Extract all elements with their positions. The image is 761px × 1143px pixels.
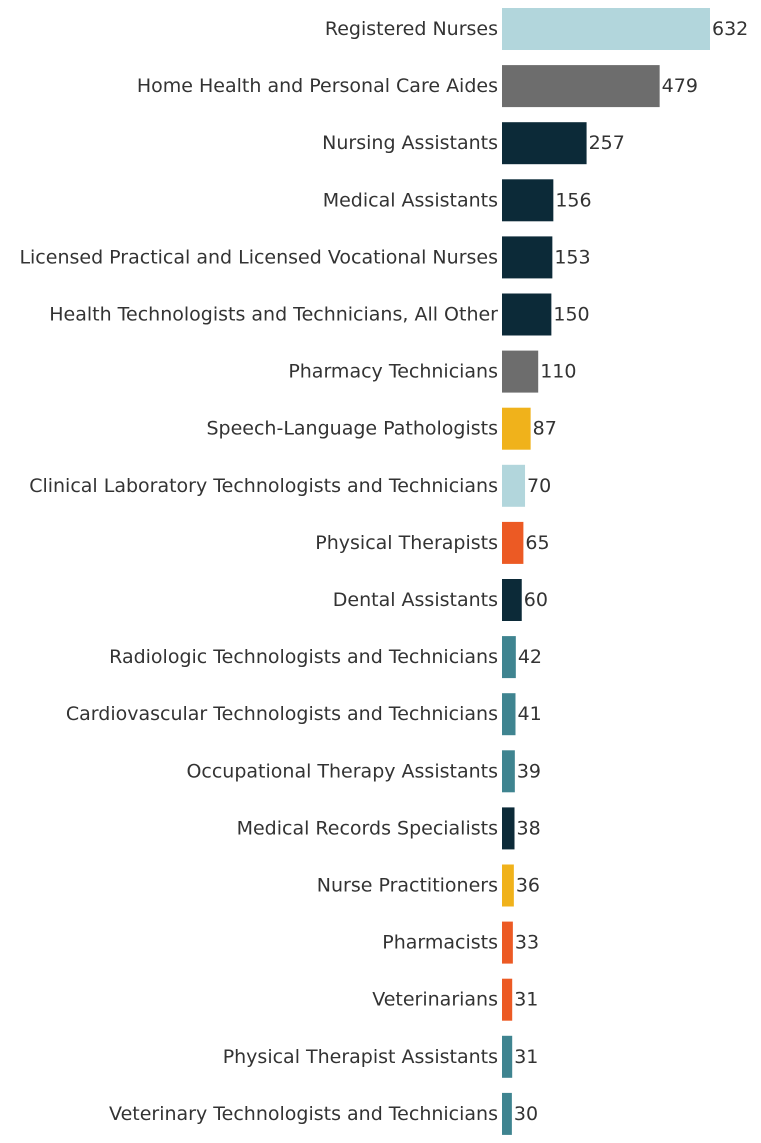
category-label-cardiovascular-technologists-and-technicians: Cardiovascular Technologists and Technic… — [66, 703, 498, 725]
value-label-licensed-practical-and-licensed-vocational-nurses: 153 — [554, 246, 590, 268]
value-label-pharmacy-technicians: 110 — [540, 361, 576, 383]
value-label-veterinary-technologists-and-technicians: 30 — [514, 1103, 538, 1125]
value-label-pharmacists: 33 — [515, 932, 539, 954]
category-label-health-technologists-and-technicians-all-other: Health Technologists and Technicians, Al… — [49, 304, 498, 326]
category-label-radiologic-technologists-and-technicians: Radiologic Technologists and Technicians — [109, 646, 498, 668]
category-label-pharmacists: Pharmacists — [382, 932, 498, 954]
category-label-speech-language-pathologists: Speech-Language Pathologists — [206, 418, 498, 440]
category-label-physical-therapist-assistants: Physical Therapist Assistants — [223, 1046, 498, 1068]
category-label-clinical-laboratory-technologists-and-technicians: Clinical Laboratory Technologists and Te… — [29, 475, 498, 497]
category-label-veterinarians: Veterinarians — [372, 989, 498, 1011]
bar-pharmacy-technicians[interactable] — [502, 350, 539, 393]
bar-dental-assistants[interactable] — [502, 579, 522, 621]
value-label-dental-assistants: 60 — [524, 589, 548, 611]
bar-home-health-and-personal-care-aides[interactable] — [502, 65, 660, 108]
bar-veterinary-technologists-and-technicians[interactable] — [502, 1092, 512, 1135]
bar-veterinarians[interactable] — [502, 978, 513, 1021]
value-label-home-health-and-personal-care-aides: 479 — [662, 75, 698, 97]
value-label-nursing-assistants: 257 — [589, 132, 625, 154]
bar-speech-language-pathologists[interactable] — [502, 407, 531, 450]
category-label-medical-assistants: Medical Assistants — [323, 189, 498, 211]
value-label-cardiovascular-technologists-and-technicians: 41 — [517, 703, 541, 725]
value-label-occupational-therapy-assistants: 39 — [517, 760, 541, 782]
bar-radiologic-technologists-and-technicians[interactable] — [502, 636, 516, 679]
value-label-medical-records-specialists: 38 — [517, 817, 541, 839]
bar-registered-nurses[interactable] — [502, 8, 710, 50]
bar-medical-assistants[interactable] — [502, 179, 554, 222]
category-label-medical-records-specialists: Medical Records Specialists — [237, 817, 498, 839]
value-label-veterinarians: 31 — [514, 989, 538, 1011]
value-label-physical-therapists: 65 — [525, 532, 549, 554]
bar-nursing-assistants[interactable] — [502, 122, 587, 165]
value-label-speech-language-pathologists: 87 — [533, 418, 557, 440]
category-label-dental-assistants: Dental Assistants — [333, 589, 498, 611]
bar-physical-therapist-assistants[interactable] — [502, 1035, 513, 1078]
value-label-physical-therapist-assistants: 31 — [514, 1046, 538, 1068]
category-label-nurse-practitioners: Nurse Practitioners — [317, 875, 498, 897]
value-label-registered-nurses: 632 — [712, 18, 748, 40]
bar-clinical-laboratory-technologists-and-technicians[interactable] — [502, 464, 526, 507]
value-label-radiologic-technologists-and-technicians: 42 — [518, 646, 542, 668]
category-label-licensed-practical-and-licensed-vocational-nurses: Licensed Practical and Licensed Vocation… — [19, 246, 498, 268]
bar-health-technologists-and-technicians-all-other[interactable] — [502, 293, 552, 336]
category-label-pharmacy-technicians: Pharmacy Technicians — [288, 361, 498, 383]
category-label-nursing-assistants: Nursing Assistants — [322, 132, 498, 154]
bar-cardiovascular-technologists-and-technicians[interactable] — [502, 693, 516, 736]
bar-occupational-therapy-assistants[interactable] — [502, 750, 515, 793]
bar-licensed-practical-and-licensed-vocational-nurses[interactable] — [502, 236, 553, 279]
category-label-occupational-therapy-assistants: Occupational Therapy Assistants — [186, 760, 498, 782]
category-label-registered-nurses: Registered Nurses — [325, 18, 498, 40]
bar-pharmacists[interactable] — [502, 921, 513, 964]
value-label-clinical-laboratory-technologists-and-technicians: 70 — [527, 475, 551, 497]
category-label-veterinary-technologists-and-technicians: Veterinary Technologists and Technicians — [109, 1103, 498, 1125]
bar-medical-records-specialists[interactable] — [502, 807, 515, 850]
category-label-home-health-and-personal-care-aides: Home Health and Personal Care Aides — [137, 75, 498, 97]
value-label-health-technologists-and-technicians-all-other: 150 — [553, 304, 589, 326]
value-label-medical-assistants: 156 — [555, 189, 591, 211]
bar-physical-therapists[interactable] — [502, 521, 524, 564]
value-label-nurse-practitioners: 36 — [516, 875, 540, 897]
category-label-physical-therapists: Physical Therapists — [315, 532, 498, 554]
bar-nurse-practitioners[interactable] — [502, 864, 514, 907]
